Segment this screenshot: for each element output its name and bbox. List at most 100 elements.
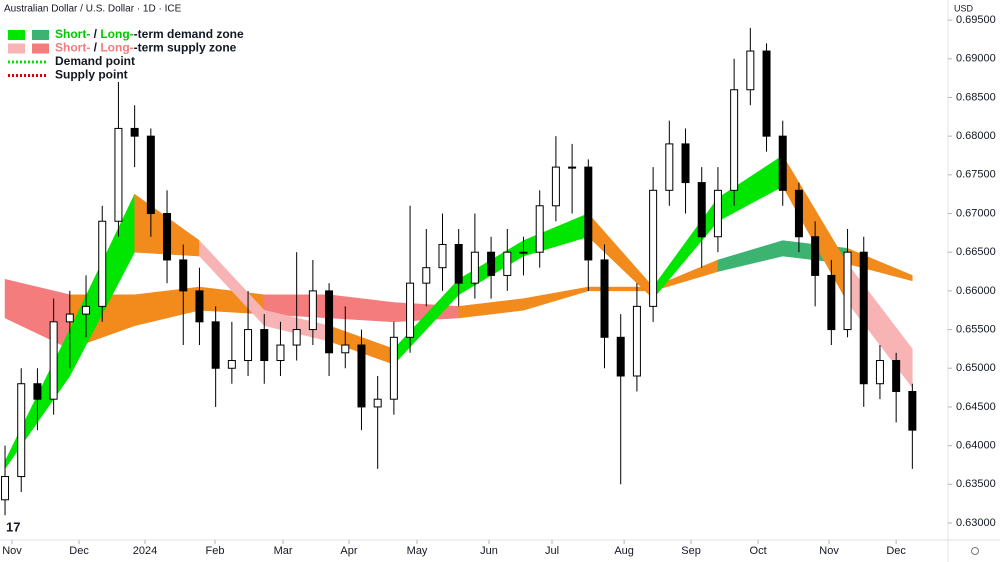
logo: 17: [6, 519, 20, 534]
candle-body: [33, 383, 42, 400]
legend-part: /: [90, 27, 100, 41]
y-tick-label: 0.64500: [956, 401, 996, 413]
y-tick-label: 0.66500: [956, 246, 996, 258]
candle-body: [292, 329, 301, 346]
candle-body: [616, 336, 625, 377]
candle-body: [260, 329, 269, 362]
y-tick-label: 0.68000: [956, 130, 996, 142]
x-tick-label: May: [407, 545, 428, 557]
candle-body: [1, 476, 10, 501]
candle-body: [406, 282, 415, 338]
candle-body: [875, 360, 884, 385]
x-tick-label: Aug: [614, 545, 634, 557]
candle-body: [778, 135, 787, 191]
y-tick-label: 0.69000: [956, 53, 996, 65]
settings-icon[interactable]: [971, 547, 979, 555]
candle-body: [65, 313, 74, 323]
candle-body: [908, 390, 917, 431]
candle-body: [519, 251, 528, 254]
candle-body: [730, 89, 739, 191]
legend-swatch: [8, 43, 25, 54]
candle-body: [454, 243, 463, 284]
legend-part: Short-: [55, 41, 90, 55]
legend-part: -term demand zone: [134, 27, 244, 41]
legend-part: Long-: [100, 27, 133, 41]
x-tick-label: Dec: [69, 545, 89, 557]
candle-body: [373, 398, 382, 408]
candle-body: [341, 344, 350, 354]
candle-body: [584, 166, 593, 261]
legend-swatch: [32, 30, 49, 40]
candle-body: [195, 290, 204, 323]
candle-body: [600, 259, 609, 338]
candle-body: [665, 143, 674, 191]
candle-body: [568, 166, 577, 169]
legend-label: Supply point: [55, 68, 128, 82]
legend-label: Short- / Long--term demand zone: [55, 27, 244, 41]
x-tick-label: Sep: [681, 545, 701, 557]
candle-body: [308, 290, 317, 331]
candle-body: [244, 329, 253, 362]
candle-body: [649, 189, 658, 307]
candle-body: [146, 135, 155, 215]
candle-body: [487, 251, 496, 276]
y-tick-label: 0.67000: [956, 207, 996, 219]
y-tick-label: 0.63500: [956, 478, 996, 490]
x-tick-label: Apr: [340, 545, 357, 557]
y-tick-label: 0.65000: [956, 362, 996, 374]
legend-swatch: [32, 43, 49, 54]
candle-body: [892, 360, 901, 392]
candle-body: [811, 236, 820, 276]
candle-body: [632, 305, 641, 377]
x-tick-label: 2024: [133, 545, 157, 557]
legend-part: -term supply zone: [134, 41, 237, 55]
candle-body: [17, 383, 26, 478]
candle-body: [227, 360, 236, 369]
chart-title: Australian Dollar / U.S. Dollar · 1D · I…: [4, 4, 182, 15]
legend-part: /: [90, 41, 100, 55]
currency-label: USD: [954, 3, 974, 13]
candle-body: [276, 344, 285, 362]
x-tick-label: Jul: [545, 545, 559, 557]
legend-label: Demand point: [55, 54, 135, 68]
candle-body: [163, 213, 172, 261]
x-tick-label: Jun: [480, 545, 498, 557]
x-tick-label: Oct: [750, 545, 767, 557]
candle-body: [389, 336, 398, 400]
candle-body: [535, 205, 544, 253]
candle-body: [713, 189, 722, 238]
candle-body: [762, 50, 771, 137]
candles: [1, 27, 917, 516]
x-tick-label: Nov: [819, 545, 839, 557]
candle-body: [82, 305, 91, 315]
candle-body: [179, 259, 188, 292]
y-tick-label: 0.63000: [956, 517, 996, 529]
candle-body: [503, 251, 512, 276]
y-tick-label: 0.64000: [956, 440, 996, 452]
candle-body: [98, 220, 107, 307]
y-tick-label: 0.67500: [956, 169, 996, 181]
legend-part: Short-: [55, 27, 90, 41]
candle-body: [422, 267, 431, 284]
x-tick-label: Feb: [206, 545, 225, 557]
x-tick-label: Nov: [2, 545, 22, 557]
candle-body: [697, 182, 706, 238]
candle-body: [746, 50, 755, 91]
candle-body: [130, 127, 139, 137]
y-tick-label: 0.68500: [956, 91, 996, 103]
candle-body: [438, 243, 447, 269]
candle-body: [211, 321, 220, 369]
legend-label: Short- / Long--term supply zone: [55, 41, 237, 55]
candle-body: [843, 251, 852, 331]
candle-body: [357, 344, 366, 408]
candle-body: [114, 127, 123, 222]
candle-body: [49, 321, 58, 400]
candle-body: [551, 166, 560, 207]
candle-body: [859, 251, 868, 385]
candle-body: [470, 251, 479, 284]
candle-body: [794, 189, 803, 238]
legend-swatch: [8, 30, 25, 40]
y-tick-label: 0.66000: [956, 285, 996, 297]
